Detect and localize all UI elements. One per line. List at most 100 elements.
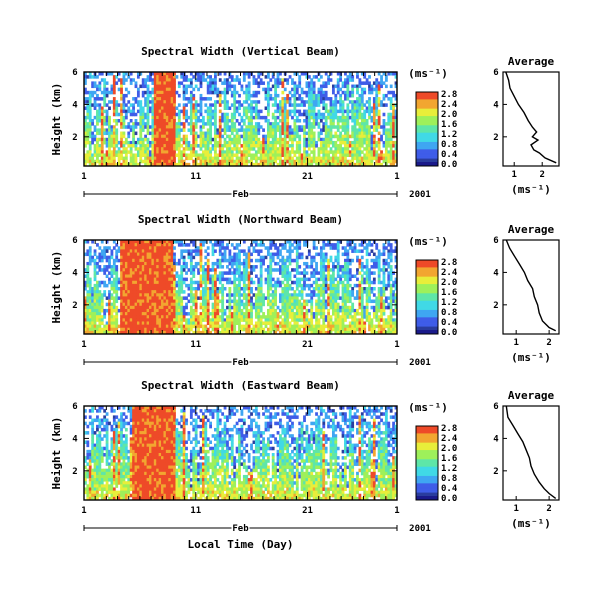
- heatmap-cell: [153, 134, 157, 139]
- heatmap-cell: [293, 280, 297, 285]
- heatmap-cell: [274, 159, 278, 164]
- heatmap-cell: [307, 90, 311, 95]
- heatmap-cell: [286, 153, 290, 157]
- heatmap-cell: [206, 246, 210, 250]
- heatmap-cell: [317, 131, 321, 136]
- heatmap-cell: [170, 271, 174, 275]
- heatmap-cell: [180, 128, 184, 132]
- heatmap-cell: [247, 330, 251, 335]
- heatmap-cell: [112, 125, 116, 129]
- heatmap-cell: [103, 255, 107, 260]
- heatmap-cell: [206, 131, 210, 136]
- heatmap-cell: [368, 140, 371, 145]
- heatmap-cell: [291, 302, 294, 307]
- heatmap-cell: [165, 299, 169, 304]
- heatmap-cell: [168, 277, 172, 282]
- heatmap-cell: [353, 128, 357, 132]
- heatmap-cell: [252, 324, 256, 329]
- heatmap-cell: [266, 283, 270, 288]
- heatmap-cell: [216, 308, 220, 313]
- heatmap-cell: [348, 144, 352, 148]
- heatmap-cell: [363, 81, 367, 85]
- heatmap-cell: [86, 277, 90, 282]
- heatmap-cell: [127, 243, 131, 247]
- heatmap-cell: [189, 156, 193, 161]
- heatmap-cell: [238, 147, 241, 151]
- heatmap-cell: [189, 287, 193, 291]
- heatmap-cell: [276, 162, 280, 167]
- heatmap-cell: [173, 156, 176, 161]
- heatmap-cell: [156, 112, 160, 117]
- heatmap-cell: [214, 293, 217, 297]
- heatmap-cell: [168, 302, 172, 307]
- heatmap-cell: [242, 277, 246, 282]
- heatmap-cell: [168, 137, 172, 142]
- heatmap-cell: [124, 330, 128, 335]
- heatmap-cell: [105, 324, 109, 329]
- heatmap-cell: [312, 125, 316, 129]
- heatmap-cell: [291, 140, 294, 145]
- heatmap-cell: [124, 296, 128, 300]
- heatmap-cell: [197, 321, 200, 325]
- heatmap-cell: [269, 156, 273, 161]
- heatmap-cell: [117, 296, 121, 300]
- heatmap-cell: [298, 125, 302, 129]
- heatmap-cell: [209, 137, 213, 142]
- heatmap-cell: [165, 128, 169, 132]
- heatmap-cell: [305, 115, 309, 120]
- heatmap-cell: [266, 252, 270, 257]
- heatmap-cell: [122, 72, 126, 76]
- heatmap-cell: [173, 131, 176, 136]
- heatmap-cell: [221, 153, 225, 157]
- heatmap-cell: [238, 156, 241, 161]
- heatmap-cell: [230, 305, 234, 310]
- heatmap-cell: [141, 84, 145, 89]
- heatmap-cell: [252, 75, 256, 79]
- heatmap-cell: [245, 283, 249, 288]
- heatmap-cell: [293, 315, 297, 319]
- heatmap-cell: [124, 280, 128, 285]
- heatmap-cell: [214, 103, 217, 107]
- heatmap-cell: [165, 293, 169, 297]
- heatmap-cell: [286, 150, 290, 154]
- heatmap-cell: [279, 162, 282, 167]
- heatmap-cell: [134, 302, 138, 307]
- colorbar-segment: [416, 117, 438, 121]
- heatmap-cell: [247, 125, 251, 129]
- heatmap-cell: [120, 252, 123, 257]
- heatmap-cell: [199, 261, 203, 266]
- heatmap-cell: [382, 93, 386, 98]
- heatmap-cell: [108, 330, 111, 335]
- heatmap-cell: [279, 283, 282, 288]
- heatmap-cell: [394, 147, 398, 151]
- heatmap-cell: [360, 159, 364, 164]
- heatmap-cell: [206, 144, 210, 148]
- heatmap-cell: [351, 106, 355, 110]
- heatmap-cell: [211, 261, 215, 266]
- heatmap-cell: [329, 115, 333, 120]
- heatmap-cell: [334, 140, 338, 145]
- heatmap-cell: [211, 246, 215, 250]
- heatmap-cell: [144, 246, 147, 250]
- profile-frame: [502, 71, 560, 167]
- heatmap-cell: [298, 156, 302, 161]
- heatmap-cell: [185, 78, 188, 82]
- heatmap-cell: [124, 249, 128, 253]
- heatmap-cell: [209, 90, 213, 95]
- heatmap-cell: [194, 140, 198, 145]
- heatmap-cell: [201, 134, 205, 139]
- heatmap-cell: [372, 140, 376, 145]
- heatmap-cell: [276, 122, 280, 126]
- heatmap-cell: [235, 299, 239, 304]
- heatmap-cell: [322, 122, 326, 126]
- heatmap-cell: [286, 122, 290, 126]
- heatmap-cell: [187, 287, 191, 291]
- heatmap-cell: [238, 252, 241, 257]
- heatmap-cell: [221, 246, 225, 250]
- heatmap-cell: [103, 122, 107, 126]
- heatmap-cell: [201, 293, 205, 297]
- heatmap-cell: [336, 115, 340, 120]
- heatmap-cell: [156, 283, 160, 288]
- heatmap-cell: [180, 265, 184, 269]
- heatmap-cell: [132, 255, 135, 260]
